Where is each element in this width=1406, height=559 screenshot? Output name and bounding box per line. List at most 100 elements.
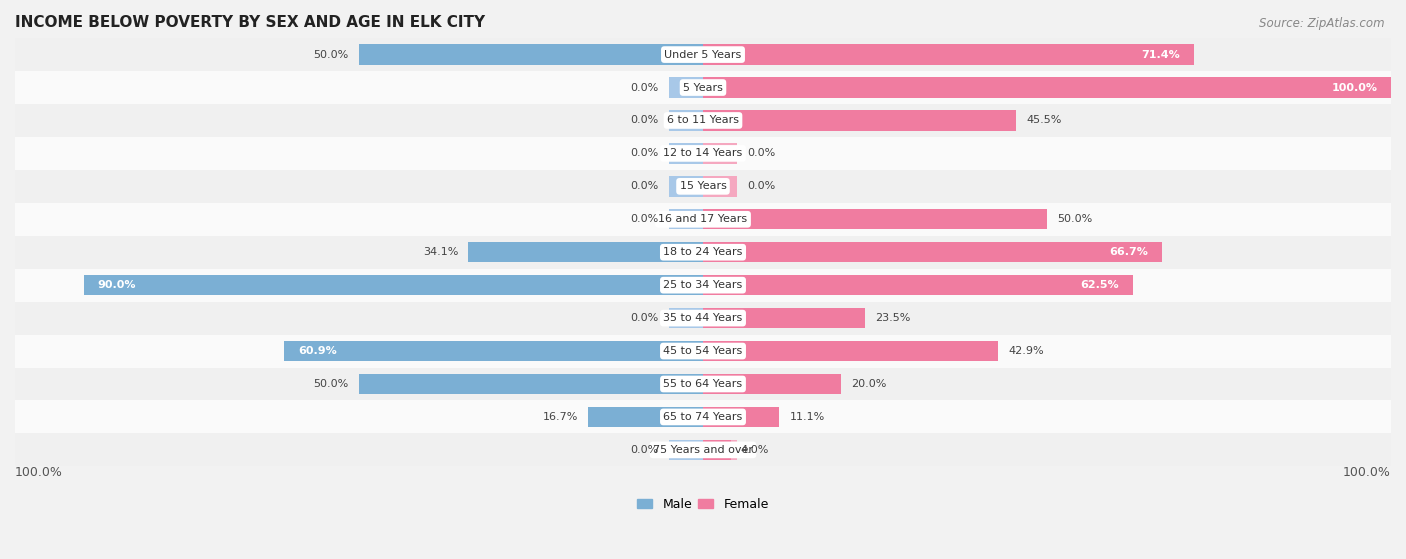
Bar <box>669 374 703 394</box>
Bar <box>669 242 703 262</box>
Text: 11.1%: 11.1% <box>790 412 825 422</box>
Text: 100.0%: 100.0% <box>1343 466 1391 480</box>
Text: 16 and 17 Years: 16 and 17 Years <box>658 214 748 224</box>
Text: Under 5 Years: Under 5 Years <box>665 50 741 60</box>
Bar <box>703 407 779 427</box>
Bar <box>703 176 737 197</box>
Text: 35 to 44 Years: 35 to 44 Years <box>664 313 742 323</box>
Bar <box>703 110 1017 131</box>
Bar <box>703 440 731 460</box>
Bar <box>703 374 737 394</box>
Bar <box>703 77 1391 98</box>
Bar <box>669 44 703 65</box>
Text: 6 to 11 Years: 6 to 11 Years <box>666 116 740 125</box>
Bar <box>15 335 1391 367</box>
Bar <box>15 400 1391 433</box>
Text: 90.0%: 90.0% <box>97 280 136 290</box>
Bar <box>669 341 703 361</box>
Bar <box>703 374 841 394</box>
Bar <box>15 236 1391 269</box>
Bar <box>703 341 998 361</box>
Bar <box>669 77 703 98</box>
Bar <box>15 137 1391 170</box>
Bar <box>703 209 737 230</box>
Text: 0.0%: 0.0% <box>748 181 776 191</box>
Text: 0.0%: 0.0% <box>630 83 658 93</box>
Text: 20.0%: 20.0% <box>851 379 886 389</box>
Bar <box>703 209 1047 230</box>
Text: 23.5%: 23.5% <box>875 313 910 323</box>
Text: 4.0%: 4.0% <box>741 445 769 455</box>
Bar <box>588 407 703 427</box>
Bar <box>703 110 737 131</box>
Bar <box>703 242 1161 262</box>
Text: 65 to 74 Years: 65 to 74 Years <box>664 412 742 422</box>
Text: 15 Years: 15 Years <box>679 181 727 191</box>
Text: 50.0%: 50.0% <box>314 50 349 60</box>
Text: 75 Years and over: 75 Years and over <box>652 445 754 455</box>
Bar <box>15 269 1391 302</box>
Bar <box>703 308 865 328</box>
Bar <box>669 275 703 295</box>
Text: 100.0%: 100.0% <box>15 466 63 480</box>
Text: Source: ZipAtlas.com: Source: ZipAtlas.com <box>1260 17 1385 30</box>
Bar <box>669 440 703 460</box>
Bar <box>703 143 737 164</box>
Bar <box>703 407 737 427</box>
Bar <box>703 44 1194 65</box>
Bar <box>15 367 1391 400</box>
Bar <box>669 143 703 164</box>
Text: 71.4%: 71.4% <box>1142 50 1181 60</box>
Text: 45.5%: 45.5% <box>1026 116 1062 125</box>
Text: 34.1%: 34.1% <box>423 247 458 257</box>
Text: 42.9%: 42.9% <box>1008 346 1045 356</box>
Bar <box>15 433 1391 466</box>
Bar <box>669 176 703 197</box>
Bar <box>703 341 737 361</box>
Bar <box>669 110 703 131</box>
Text: 0.0%: 0.0% <box>748 148 776 158</box>
Bar <box>703 275 1133 295</box>
Bar <box>703 440 737 460</box>
Bar <box>468 242 703 262</box>
Bar <box>15 71 1391 104</box>
Bar <box>15 302 1391 335</box>
Bar <box>703 44 737 65</box>
Text: 62.5%: 62.5% <box>1081 280 1119 290</box>
Text: 18 to 24 Years: 18 to 24 Years <box>664 247 742 257</box>
Text: INCOME BELOW POVERTY BY SEX AND AGE IN ELK CITY: INCOME BELOW POVERTY BY SEX AND AGE IN E… <box>15 15 485 30</box>
Text: 60.9%: 60.9% <box>298 346 336 356</box>
Text: 100.0%: 100.0% <box>1331 83 1378 93</box>
Bar <box>703 275 737 295</box>
Text: 45 to 54 Years: 45 to 54 Years <box>664 346 742 356</box>
Text: 55 to 64 Years: 55 to 64 Years <box>664 379 742 389</box>
Text: 12 to 14 Years: 12 to 14 Years <box>664 148 742 158</box>
Bar <box>703 308 737 328</box>
Text: 0.0%: 0.0% <box>630 445 658 455</box>
Legend: Male, Female: Male, Female <box>633 493 773 516</box>
Bar <box>703 77 737 98</box>
Bar <box>15 38 1391 71</box>
Text: 0.0%: 0.0% <box>630 116 658 125</box>
Bar <box>669 407 703 427</box>
Bar <box>84 275 703 295</box>
Text: 25 to 34 Years: 25 to 34 Years <box>664 280 742 290</box>
Bar <box>15 170 1391 203</box>
Text: 5 Years: 5 Years <box>683 83 723 93</box>
Bar <box>669 308 703 328</box>
Bar <box>15 104 1391 137</box>
Bar <box>359 44 703 65</box>
Text: 50.0%: 50.0% <box>1057 214 1092 224</box>
Bar <box>359 374 703 394</box>
Text: 0.0%: 0.0% <box>630 313 658 323</box>
Bar <box>284 341 703 361</box>
Text: 0.0%: 0.0% <box>630 181 658 191</box>
Text: 0.0%: 0.0% <box>630 148 658 158</box>
Text: 66.7%: 66.7% <box>1109 247 1149 257</box>
Text: 16.7%: 16.7% <box>543 412 578 422</box>
Text: 50.0%: 50.0% <box>314 379 349 389</box>
Text: 0.0%: 0.0% <box>630 214 658 224</box>
Bar <box>15 203 1391 236</box>
Bar <box>669 209 703 230</box>
Bar <box>703 242 737 262</box>
